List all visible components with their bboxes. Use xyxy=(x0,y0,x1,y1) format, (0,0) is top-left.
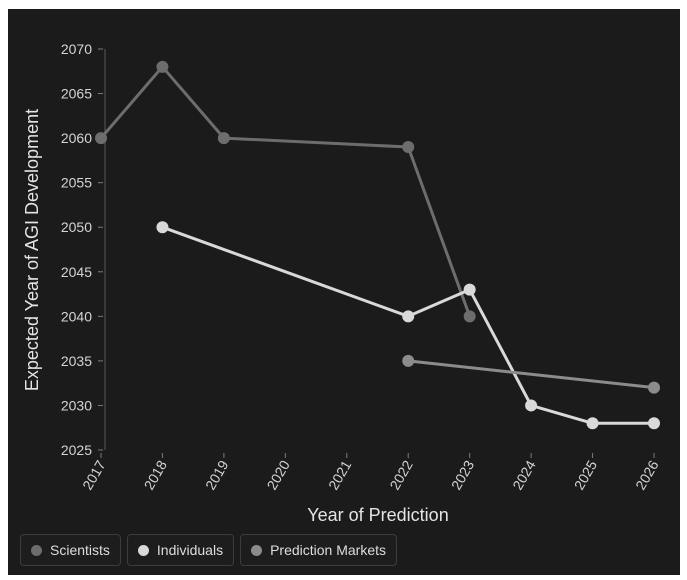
y-tick-label: 2035 xyxy=(61,353,92,369)
data-point xyxy=(648,417,660,430)
x-tick-label: 2018 xyxy=(141,457,171,492)
y-tick-label: 2050 xyxy=(61,219,92,235)
x-tick-label: 2019 xyxy=(202,457,232,492)
data-point xyxy=(525,399,538,412)
data-point xyxy=(586,417,599,430)
legend-label: Scientists xyxy=(50,542,110,558)
data-point xyxy=(217,132,230,145)
y-tick-label: 2045 xyxy=(61,264,92,280)
chart-frame: 2025 2030 2035 2040 2045 2050 2055 2060 2065 2070… xyxy=(8,9,680,575)
x-axis-title: Year of Prediction xyxy=(307,505,448,525)
series-line xyxy=(161,225,654,425)
legend-swatch xyxy=(31,544,42,556)
legend-item-scientists[interactable]: Scientists xyxy=(20,534,121,566)
data-point xyxy=(402,141,415,154)
legend-swatch xyxy=(137,544,149,556)
x-tick-label: 2026 xyxy=(632,457,662,492)
y-tick-label: 2070 xyxy=(61,41,92,57)
series-individuals xyxy=(156,221,660,430)
series-prediction-markets xyxy=(402,354,660,394)
line-chart: 2025 2030 2035 2040 2045 2050 2055 2060 2065 2070… xyxy=(22,41,662,525)
legend-label: Prediction Markets xyxy=(270,542,387,558)
legend-item-prediction-markets[interactable]: Prediction Markets xyxy=(240,534,398,566)
data-point xyxy=(648,381,660,394)
data-point xyxy=(156,60,169,73)
x-tick-label: 2017 xyxy=(79,457,109,492)
data-point xyxy=(463,283,476,296)
data-point xyxy=(95,132,107,145)
series xyxy=(95,60,660,430)
x-tick-label: 2020 xyxy=(263,457,293,492)
data-point xyxy=(463,310,476,323)
data-point xyxy=(402,310,415,323)
y-tick-label: 2060 xyxy=(61,130,92,146)
legend-swatch xyxy=(251,544,263,556)
series-line xyxy=(408,359,655,390)
data-point xyxy=(402,354,415,367)
y-tick-label: 2025 xyxy=(61,442,92,458)
y-ticks: 2025 2030 2035 2040 2045 2050 2055 2060 2065 2070 xyxy=(61,41,103,458)
legend: Scientists Individuals Prediction Markets xyxy=(20,534,398,566)
data-point xyxy=(156,221,169,234)
y-tick-label: 2030 xyxy=(61,397,92,413)
x-tick-label: 2021 xyxy=(325,457,355,492)
y-tick-label: 2040 xyxy=(61,308,92,324)
x-tick-label: 2024 xyxy=(509,457,539,492)
series-scientists xyxy=(95,60,476,323)
y-tick-label: 2065 xyxy=(61,86,92,102)
y-tick-label: 2055 xyxy=(61,175,92,191)
x-tick-label: 2025 xyxy=(571,457,601,492)
legend-label: Individuals xyxy=(156,542,224,558)
x-ticks: 2017 2018 2019 2020 2021 2022 2023 2024 2025 2026 xyxy=(79,453,662,492)
series-line xyxy=(99,65,472,317)
legend-item-individuals[interactable]: Individuals xyxy=(126,534,235,566)
x-tick-label: 2022 xyxy=(386,457,416,492)
y-axis-title: Expected Year of AGI Development xyxy=(22,109,42,391)
x-tick-label: 2023 xyxy=(448,457,478,492)
